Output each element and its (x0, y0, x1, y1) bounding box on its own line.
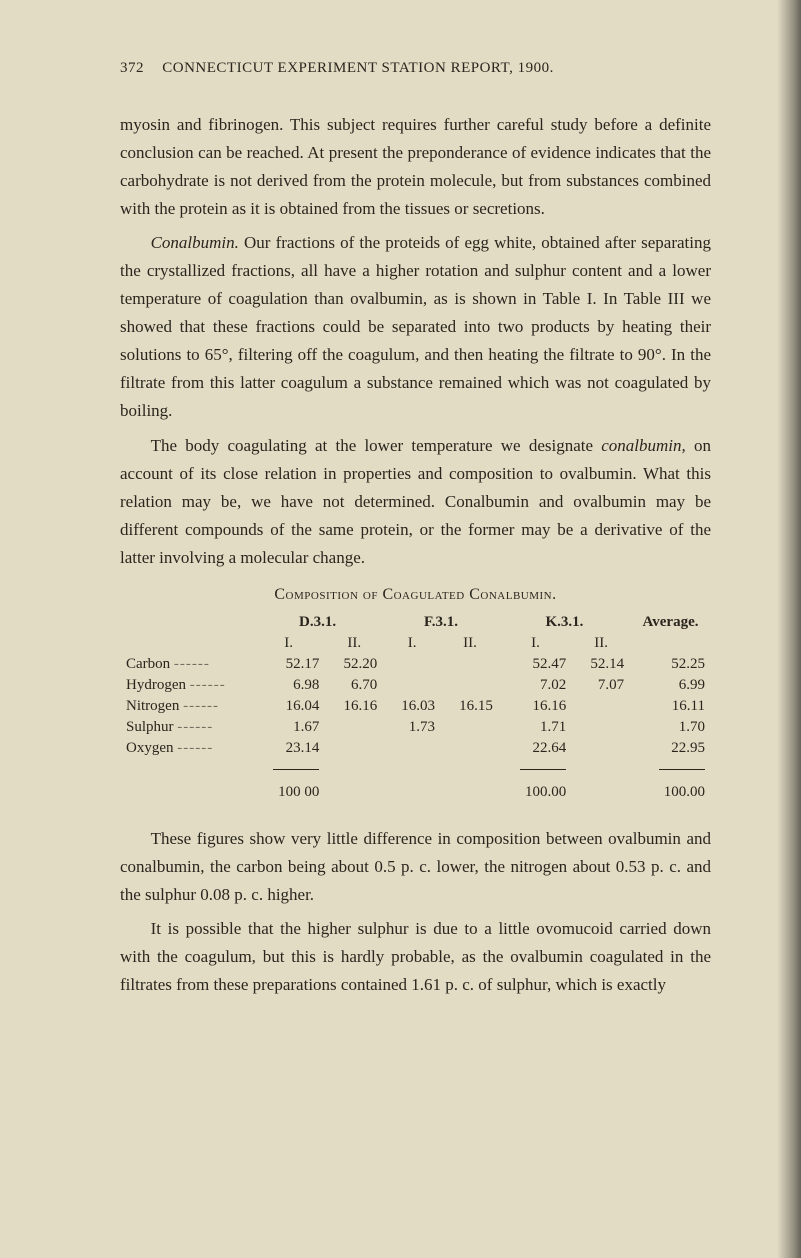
cell-d1: 16.04 (252, 696, 325, 717)
subcol-f-ii: II. (441, 633, 499, 654)
cell-f2 (441, 738, 499, 759)
body-paragraph-2-rest: Our fractions of the proteids of egg whi… (120, 233, 711, 420)
cell-f1: 1.73 (383, 717, 441, 738)
body-paragraph-3b: on account of its close relation in prop… (120, 436, 711, 567)
cell-k1: 1.71 (499, 717, 572, 738)
cell-f2 (441, 675, 499, 696)
total-k1: 100.00 (499, 780, 572, 803)
cell-d2: 16.16 (325, 696, 383, 717)
subcol-d-i: I. (252, 633, 325, 654)
cell-avg_sub (572, 696, 630, 717)
cell-d2 (325, 717, 383, 738)
subcol-k-ii: II. (572, 633, 630, 654)
term-conalbumin: Conalbumin. (151, 233, 239, 252)
cell-avg: 16.11 (630, 696, 711, 717)
cell-avg_sub: 52.14 (572, 654, 630, 675)
cell-avg: 6.99 (630, 675, 711, 696)
total-avg: 100.00 (630, 780, 711, 803)
col-group-f31: F.3.1. (383, 612, 499, 633)
cell-k1: 16.16 (499, 696, 572, 717)
cell-f1 (383, 738, 441, 759)
subcol-f-i: I. (383, 633, 441, 654)
cell-avg_sub (572, 717, 630, 738)
cell-f1 (383, 654, 441, 675)
term-conalbumin-2: conalbumin, (601, 436, 686, 455)
cell-f2: 16.15 (441, 696, 499, 717)
cell-d2: 52.20 (325, 654, 383, 675)
page-header: 372 CONNECTICUT EXPERIMENT STATION REPOR… (120, 60, 711, 77)
table-title: Composition of Coagulated Conalbumin. (120, 586, 711, 604)
body-paragraph-4: These figures show very little differenc… (120, 825, 711, 909)
cell-d1: 1.67 (252, 717, 325, 738)
row-label: Hydrogen ------ (120, 675, 252, 696)
page-number: 372 (120, 60, 144, 76)
cell-d2 (325, 738, 383, 759)
row-label: Carbon ------ (120, 654, 252, 675)
body-paragraph-3: The body coagulating at the lower temper… (120, 432, 711, 572)
cell-f1 (383, 675, 441, 696)
cell-f2 (441, 654, 499, 675)
cell-d1: 23.14 (252, 738, 325, 759)
table-row: Nitrogen ------16.0416.1616.0316.1516.16… (120, 696, 711, 717)
table-body: Carbon ------52.1752.2052.4752.1452.25Hy… (120, 654, 711, 759)
row-label: Oxygen ------ (120, 738, 252, 759)
body-paragraph-5: It is possible that the higher sulphur i… (120, 915, 711, 999)
col-group-k31: K.3.1. (499, 612, 630, 633)
row-label: Sulphur ------ (120, 717, 252, 738)
subcol-d-ii: II. (325, 633, 383, 654)
col-group-average: Average. (630, 612, 711, 633)
cell-f1: 16.03 (383, 696, 441, 717)
row-label: Nitrogen ------ (120, 696, 252, 717)
total-d1: 100 00 (252, 780, 325, 803)
table-header-row-sub: I. II. I. II. I. II. (120, 633, 711, 654)
table-row: Sulphur ------1.67 1.73 1.71 1.70 (120, 717, 711, 738)
table-rule-row (120, 759, 711, 780)
table-row: Oxygen ------23.14 22.64 22.95 (120, 738, 711, 759)
cell-avg: 52.25 (630, 654, 711, 675)
cell-k1: 52.47 (499, 654, 572, 675)
composition-table: D.3.1. F.3.1. K.3.1. Average. I. II. I. … (120, 612, 711, 803)
cell-d1: 6.98 (252, 675, 325, 696)
cell-k1: 7.02 (499, 675, 572, 696)
body-paragraph-3a: The body coagulating at the lower temper… (151, 436, 602, 455)
table-totals-row: 100 00 100.00 100.00 (120, 780, 711, 803)
cell-avg_sub (572, 738, 630, 759)
body-paragraph-2: Conalbumin. Our fractions of the proteid… (120, 229, 711, 425)
table-header-row-groups: D.3.1. F.3.1. K.3.1. Average. (120, 612, 711, 633)
col-group-d31: D.3.1. (252, 612, 383, 633)
table-row: Hydrogen ------6.986.70 7.027.076.99 (120, 675, 711, 696)
subcol-k-i: I. (499, 633, 572, 654)
cell-d1: 52.17 (252, 654, 325, 675)
cell-avg: 22.95 (630, 738, 711, 759)
cell-k1: 22.64 (499, 738, 572, 759)
cell-avg: 1.70 (630, 717, 711, 738)
cell-d2: 6.70 (325, 675, 383, 696)
cell-avg_sub: 7.07 (572, 675, 630, 696)
cell-f2 (441, 717, 499, 738)
body-paragraph-1: myosin and fibrinogen. This subject requ… (120, 111, 711, 223)
table-row: Carbon ------52.1752.20 52.4752.1452.25 (120, 654, 711, 675)
running-title: CONNECTICUT EXPERIMENT STATION REPORT, 1… (162, 60, 554, 76)
